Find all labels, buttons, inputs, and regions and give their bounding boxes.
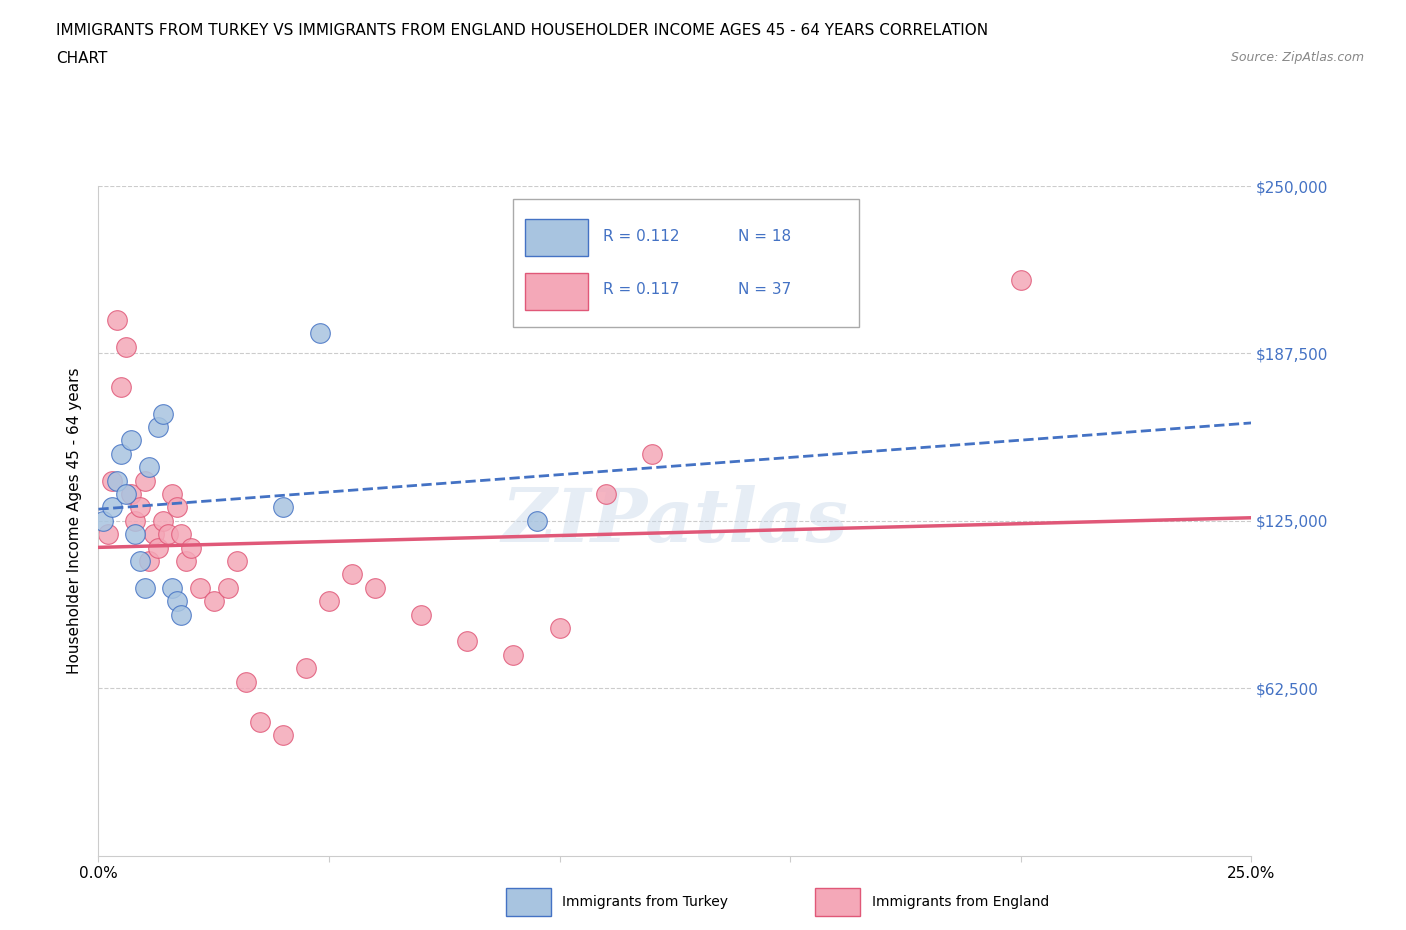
Point: [1010, 272, 1032, 287]
Text: R = 0.117: R = 0.117: [603, 283, 681, 298]
Point: [456, 634, 478, 649]
Point: [148, 540, 170, 555]
Point: [170, 526, 193, 541]
Point: [120, 486, 142, 501]
Point: [308, 326, 330, 340]
Point: [340, 567, 363, 582]
Point: [166, 593, 188, 608]
Point: [595, 486, 617, 501]
FancyBboxPatch shape: [524, 273, 588, 310]
Point: [166, 500, 188, 515]
Point: [97, 526, 120, 541]
Text: IMMIGRANTS FROM TURKEY VS IMMIGRANTS FROM ENGLAND HOUSEHOLDER INCOME AGES 45 - 6: IMMIGRANTS FROM TURKEY VS IMMIGRANTS FRO…: [56, 23, 988, 38]
Point: [156, 526, 179, 541]
Point: [115, 486, 138, 501]
Text: Immigrants from England: Immigrants from England: [872, 895, 1049, 910]
Point: [160, 486, 183, 501]
FancyBboxPatch shape: [524, 219, 588, 257]
Point: [548, 620, 571, 635]
Point: [120, 433, 142, 448]
Point: [134, 580, 156, 595]
Point: [225, 553, 247, 568]
Point: [235, 674, 257, 689]
Point: [271, 500, 294, 515]
Text: ZIPatlas: ZIPatlas: [502, 485, 848, 557]
Point: [641, 446, 664, 461]
Point: [174, 553, 197, 568]
Point: [134, 473, 156, 488]
Point: [129, 500, 152, 515]
Point: [411, 607, 433, 622]
Text: CHART: CHART: [56, 51, 108, 66]
Point: [170, 607, 193, 622]
Point: [180, 540, 202, 555]
Point: [364, 580, 387, 595]
Point: [115, 339, 138, 354]
Point: [502, 647, 524, 662]
Point: [101, 473, 124, 488]
Point: [318, 593, 340, 608]
Y-axis label: Householder Income Ages 45 - 64 years: Householder Income Ages 45 - 64 years: [67, 367, 83, 674]
Point: [526, 513, 548, 528]
Point: [105, 312, 128, 327]
Point: [138, 459, 160, 474]
Point: [160, 580, 183, 595]
Point: [105, 473, 128, 488]
Point: [124, 526, 146, 541]
Point: [110, 379, 132, 394]
Text: N = 37: N = 37: [738, 283, 792, 298]
Text: Source: ZipAtlas.com: Source: ZipAtlas.com: [1230, 51, 1364, 64]
FancyBboxPatch shape: [513, 199, 859, 326]
Point: [152, 513, 174, 528]
Point: [142, 526, 165, 541]
Point: [249, 714, 271, 729]
Point: [295, 660, 318, 675]
Point: [138, 553, 160, 568]
Point: [152, 406, 174, 421]
Point: [124, 513, 146, 528]
Text: N = 18: N = 18: [738, 229, 792, 244]
Point: [110, 446, 132, 461]
Point: [202, 593, 225, 608]
Point: [129, 553, 152, 568]
Text: Immigrants from Turkey: Immigrants from Turkey: [562, 895, 728, 910]
Text: R = 0.112: R = 0.112: [603, 229, 681, 244]
Point: [148, 419, 170, 434]
Point: [217, 580, 239, 595]
Point: [188, 580, 211, 595]
Point: [101, 500, 124, 515]
Point: [91, 513, 114, 528]
Point: [271, 727, 294, 742]
